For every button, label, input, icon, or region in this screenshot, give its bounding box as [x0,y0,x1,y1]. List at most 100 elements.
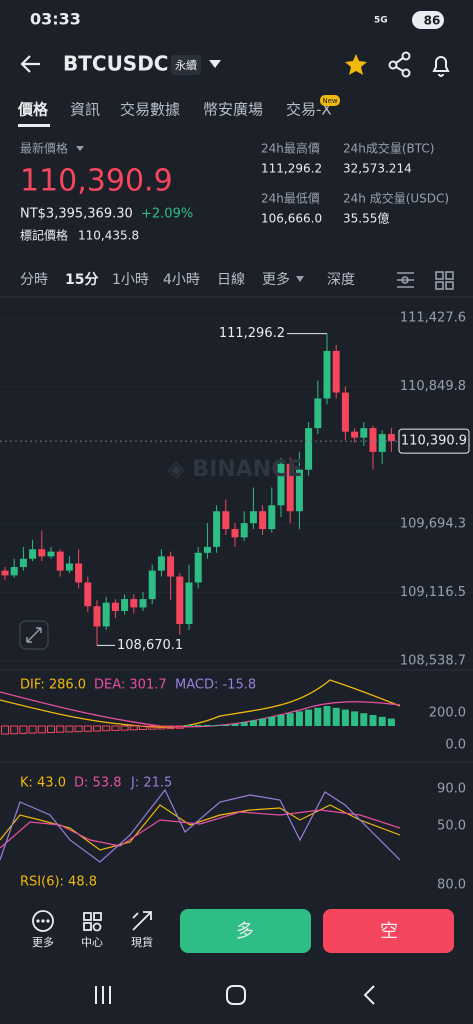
candle-body [369,428,377,452]
candle-body [314,398,322,429]
tag-bg [171,55,201,75]
macd-bar [185,725,193,726]
candle-body [332,350,340,393]
candle-body [75,563,83,583]
stat-label: 24h成交量(BTC) [343,141,434,156]
tab[interactable]: 交易-X [286,101,332,119]
macd-dif: DIF: 286.0 [20,678,86,693]
macd-bar [268,716,276,726]
macd-bar [314,707,322,726]
macd-bar [139,725,147,730]
mark-price-label: 標記價格 [20,228,68,243]
macd-bar [360,713,368,726]
candle-body [38,549,46,557]
macd-bar [231,724,239,726]
last-price-label: 最新價格 [20,141,68,156]
candle-body [259,511,267,530]
candle-body [240,523,248,538]
candle-body [203,546,211,553]
candle-body [93,606,101,627]
last-price: 110,390.9 [20,164,173,199]
candle-body [360,428,368,438]
candle-body [323,350,331,399]
watermark: ◈ BINANCE [168,457,303,482]
interval[interactable]: 深度 [327,272,355,288]
favorite-star[interactable] [345,54,367,75]
candle-body [167,556,175,577]
tab[interactable]: 資訊 [70,101,100,119]
stat-label: 24h最低價 [261,192,320,206]
interval[interactable]: 15分 [65,272,98,288]
buy-button[interactable] [180,909,311,953]
notification-bell[interactable] [432,56,450,77]
candle-body [351,431,359,438]
candle-body [286,463,294,512]
candle-body [148,570,156,600]
tab[interactable]: 價格 [17,101,49,119]
symbol-dropdown[interactable] [209,60,221,68]
nav-recents[interactable] [95,986,111,1004]
fullscreen-button[interactable] [19,620,49,650]
macd-bar [28,725,37,734]
nav-back[interactable] [363,985,375,1005]
action-label[interactable]: 中心 [81,936,103,949]
interval[interactable]: 更多 [262,271,290,288]
macd-bar [277,715,285,726]
stat-value: 35.55億 [343,212,389,226]
interval[interactable]: 4小時 [163,272,200,288]
buy-label[interactable]: 多 [236,921,254,942]
action-label[interactable]: 更多 [32,935,54,949]
indicator-settings[interactable] [397,272,414,288]
macd-bar [194,725,202,726]
stat-value: 111,296.2 [261,162,322,176]
interval[interactable]: 1小時 [112,272,149,288]
macd-bar [222,725,230,726]
macd-bar [93,725,101,732]
nav-home[interactable] [226,985,246,1005]
candle-body [387,434,395,442]
macd-bar [129,725,138,731]
sell-label[interactable]: 空 [380,921,398,942]
candle-body [185,582,193,625]
candle-body [130,599,138,608]
back-button[interactable] [20,55,40,73]
fiat-price: NT$3,395,369.30 [20,207,133,222]
macd-bar [19,725,28,734]
rsi-tick: 80.0 [437,878,466,893]
macd-bar [295,711,303,726]
macd-tick: 200.0 [429,706,466,721]
action-label[interactable]: 現貨 [131,935,153,949]
macd-bar [47,725,55,733]
stat-value: 32,573.214 [343,162,412,176]
candle-body [84,582,92,607]
macd-tick: 0.0 [445,738,466,753]
status-time: 03:33 [30,10,81,29]
current-price-label: 110,390.9 [401,434,467,449]
macd-bar [65,725,74,733]
share-button[interactable] [388,51,411,78]
macd-bar [166,725,175,730]
macd-bar [83,725,92,732]
macd-bar [259,718,267,726]
sell-button[interactable] [323,909,454,953]
macd-bar [148,725,157,730]
macd-bar [37,725,46,734]
status-network: 5G [374,16,388,26]
candle-body [139,599,147,608]
tab[interactable]: 交易數據 [120,101,180,119]
macd-bar [74,725,83,733]
layout-button[interactable] [435,271,454,290]
symbol[interactable]: BTCUSDC [63,52,169,76]
interval[interactable]: 日線 [217,272,245,288]
candle-body [29,549,37,559]
label-caret [76,146,84,151]
interval[interactable]: 分時 [20,272,48,288]
macd-bar [305,709,313,726]
stat-label: 24h 成交量(USDC) [343,191,449,206]
badge-bg [320,95,340,106]
macd-value: MACD: -15.8 [175,678,256,693]
candle-body [222,511,230,530]
tab[interactable]: 幣安廣場 [203,101,263,119]
status-battery: 86 [424,14,441,28]
tag: 永續 [175,58,197,72]
